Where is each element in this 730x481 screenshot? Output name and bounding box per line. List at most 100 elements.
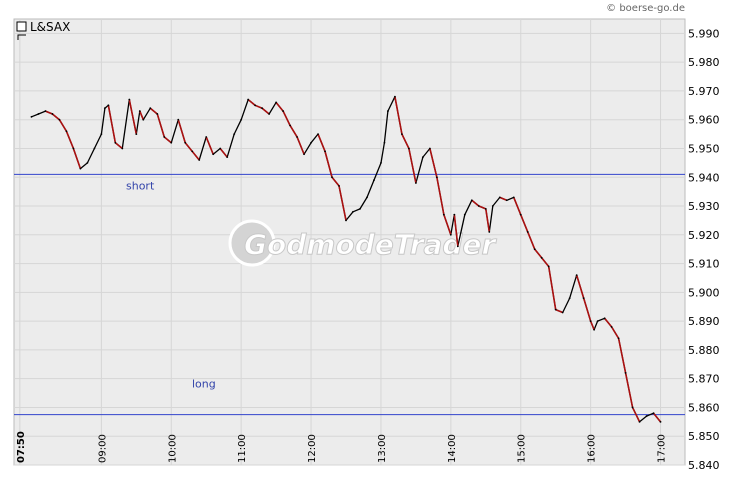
series-point	[401, 133, 403, 135]
series-down-segment	[247, 98, 256, 106]
series-point	[289, 124, 291, 127]
y-tick-label: 5.940	[688, 171, 720, 184]
series-point	[51, 113, 54, 115]
series-point	[442, 213, 445, 216]
series-down-segment	[534, 248, 543, 259]
series-point	[582, 297, 585, 300]
series-point	[114, 141, 117, 144]
x-tick-label: 12:00	[307, 434, 318, 463]
series-point	[324, 150, 326, 153]
series-down-segment	[282, 110, 291, 126]
series-point	[282, 110, 284, 112]
series-point	[387, 110, 389, 112]
series-point	[554, 308, 557, 311]
x-tick-label: 17:00	[657, 434, 668, 463]
series-down-segment	[156, 113, 166, 138]
series-point	[170, 141, 173, 144]
series-down-segment	[149, 107, 158, 115]
x-tick-label: 09:00	[97, 434, 108, 463]
series-down-segment	[443, 214, 452, 236]
x-tick-label: 07:50	[16, 431, 27, 463]
x-axis: 07:50 09:00 10:00 11:00 12:00 13:00 14:00 15:00…	[16, 431, 668, 463]
y-tick-label: 5.960	[688, 114, 720, 127]
series-down-segment	[624, 372, 634, 408]
series-point	[617, 337, 620, 340]
series-down-segment	[520, 214, 529, 233]
series-point	[561, 311, 564, 314]
hline-label-long: long	[192, 378, 216, 391]
series-point	[107, 104, 110, 107]
series-point	[156, 113, 159, 115]
series-point	[415, 182, 417, 184]
series-point	[512, 196, 515, 199]
series-down-segment	[603, 317, 613, 328]
series-point	[575, 274, 578, 276]
y-tick-label: 5.860	[688, 401, 720, 414]
series-down-segment	[254, 104, 263, 109]
series-point	[226, 156, 229, 159]
series-point	[456, 245, 459, 248]
x-tick-label: 10:00	[167, 434, 178, 463]
series-point	[373, 179, 375, 182]
series-point	[589, 320, 592, 323]
series-point	[596, 320, 599, 323]
series-point	[65, 130, 68, 133]
series-down-segment	[184, 142, 193, 152]
series-point	[359, 208, 361, 210]
series-down-segment	[107, 105, 117, 143]
series-down-segment	[485, 208, 491, 233]
y-tick-label: 5.900	[688, 286, 720, 299]
series-point	[568, 297, 571, 300]
series-down-segment	[331, 176, 340, 187]
watermark: GodmodeTrader	[228, 219, 498, 267]
series-point	[659, 420, 662, 423]
series-down-segment	[436, 177, 445, 215]
series-down-segment	[114, 142, 123, 150]
series-down-segment	[631, 407, 641, 423]
series-point	[303, 153, 305, 156]
series-point	[44, 110, 47, 112]
series-point	[128, 98, 131, 101]
series-point	[383, 141, 386, 144]
series-toggle-checkbox[interactable]	[16, 21, 27, 32]
x-tick-label: 15:00	[517, 434, 528, 463]
y-tick-label: 5.850	[688, 430, 720, 443]
series-down-segment	[453, 214, 459, 247]
series-point	[645, 415, 648, 417]
y-tick-label: 5.970	[688, 85, 720, 98]
series-point	[477, 205, 480, 207]
y-axis: 5.990 5.980 5.970 5.960 5.950 5.940 5.930 5.920…	[688, 27, 720, 472]
series-point	[352, 210, 354, 213]
series-point	[177, 118, 180, 121]
series-point	[449, 233, 452, 236]
series-down-segment	[275, 101, 284, 112]
series-point	[103, 107, 106, 110]
series-point	[205, 136, 208, 138]
series-down-segment	[163, 136, 172, 144]
series-point	[240, 118, 243, 121]
series-down-segment	[589, 320, 595, 331]
series-point	[631, 406, 634, 409]
y-tick-label: 5.920	[688, 229, 720, 242]
series-point	[408, 147, 410, 150]
series-point	[540, 256, 543, 259]
y-tick-label: 5.880	[688, 344, 720, 357]
watermark-text: GodmodeTrader	[244, 228, 497, 261]
series-down-segment	[51, 113, 60, 121]
chart-title: L&SAX	[30, 20, 70, 34]
series-down-segment	[261, 107, 270, 115]
series-point	[79, 167, 82, 170]
series-down-segment	[317, 133, 326, 152]
series-point	[93, 147, 96, 150]
series-point	[435, 176, 438, 179]
series-point	[184, 141, 187, 144]
x-tick-label: 14:00	[447, 434, 458, 463]
series-symbol-icon	[17, 34, 26, 40]
series-point	[394, 95, 396, 98]
series-point	[547, 265, 550, 268]
series-down-segment	[289, 125, 298, 138]
series-down-segment	[555, 308, 563, 314]
series-point	[488, 231, 491, 233]
series-point	[219, 147, 222, 150]
